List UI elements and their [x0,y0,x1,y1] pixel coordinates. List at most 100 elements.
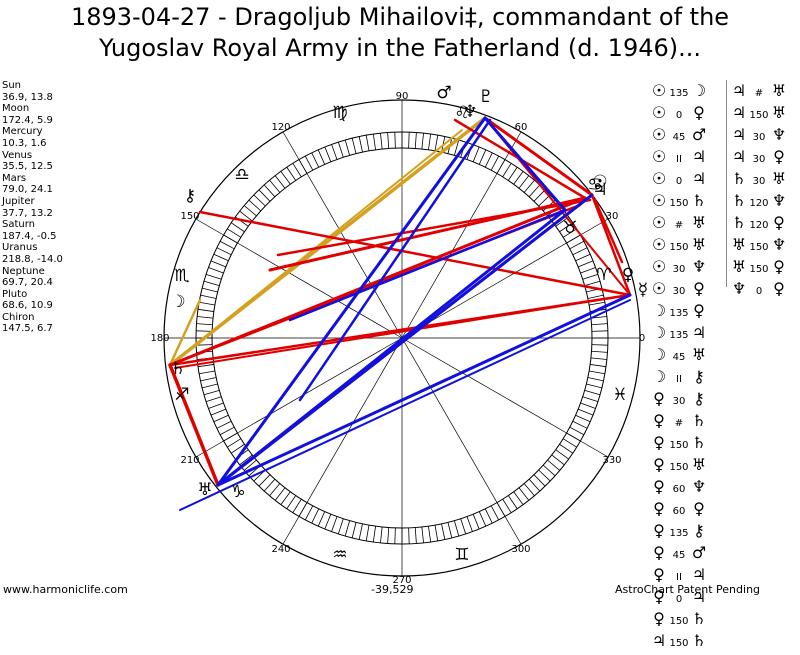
degree-tick [219,240,235,250]
venus-icon: ♀ [653,521,665,540]
neptune-icon: ♆ [771,235,787,254]
zodiac-sign-icon: ♓ [612,385,627,405]
aspect-row: ♄ 120 ♆ [730,190,800,212]
jupiter-icon: ♃ [691,565,707,584]
degree-tick [269,179,281,193]
aspect-angle: 150 [669,440,689,451]
degree-tick [591,350,608,353]
degree-tick [286,166,297,181]
zodiac-sign-icon: ♍ [332,103,347,123]
aspect-angle: 0 [675,176,683,187]
chiron-icon: ⚷ [693,367,705,386]
degree-tick [280,491,291,505]
planet-value-sun: 36.9, 13.8 [2,91,53,103]
sun-icon: ☉ [651,191,667,210]
degree-tick [258,189,271,202]
uranus-icon: ♅ [691,235,707,254]
spoke-line [401,337,609,458]
degree-tick [274,487,286,501]
jupiter-icon: ♃ [731,103,747,122]
planet-value-moon: 172.4, 5.9 [2,114,53,126]
zodiac-sign-icon: ♑ [230,482,245,502]
aspect-angle: 135 [669,308,689,319]
aspect-row: ☉ 150 ♅ [650,234,730,256]
degree-tick [200,294,217,299]
degree-tick [453,139,460,156]
degree-tick [213,414,229,423]
aspect-row: ♀ 150 ♅ [650,454,730,476]
saturn-icon: ♄ [170,359,185,379]
footer-website[interactable]: www.harmoniclife.com [3,583,128,596]
aspect-row: ☉ # ♅ [650,212,730,234]
degree-tick [202,383,218,389]
aspect-angle: 45 [672,352,686,363]
degree-tick [584,280,601,287]
planet-value-pluto: 68.6, 10.9 [2,300,53,312]
neptune-icon: ♆ [462,102,477,122]
degree-tick [304,505,314,521]
degree-tick [344,139,351,156]
planet-name-uranus: Uranus [2,242,38,254]
venus-icon: ♀ [653,587,665,606]
degree-tick [460,518,467,535]
degree-tick [528,478,541,492]
degree-tick [219,426,235,436]
aspect-line [593,198,624,264]
aspect-row: ☉ 0 ♃ [650,168,730,190]
planet-name-saturn: Saturn [2,219,36,231]
aspect-row: ♀ II ♃ [650,564,730,586]
degree-tick [331,516,338,532]
degree-tick [555,449,569,460]
planet-value-chiron: 147.5, 6.7 [2,323,53,335]
degree-tick [589,370,605,375]
uranus-icon: ♅ [197,480,212,500]
degree-tick [441,523,446,540]
venus-icon: ♀ [653,455,665,474]
jupiter-icon: ♃ [691,169,707,188]
degree-tick [559,443,574,454]
aspect-angle: II [676,154,682,165]
aspect-angle: 30 [752,176,766,187]
planet-name-mars: Mars [2,172,27,184]
saturn-icon: ♄ [691,411,707,430]
degree-tick [380,526,383,543]
degree-tick [502,163,512,178]
degree-tick [196,344,213,346]
degree-tick [203,280,220,287]
aspect-line [288,208,567,322]
degree-tick [253,194,266,207]
venus-icon: ♀ [693,103,705,122]
mercury-icon: ☿ [638,280,648,300]
degree-label-300: 300 [511,544,530,555]
degree-tick [230,222,245,233]
planet-value-saturn: 187.4, -0.5 [2,230,57,242]
aspect-angle: 30 [672,396,686,407]
aspect-row: ♃ 30 ♆ [730,124,800,146]
sun-icon: ☉ [651,257,667,276]
aspect-angle: 150 [749,110,769,121]
degree-tick [351,522,357,538]
degree-tick [591,323,608,326]
aspect-angle: # [674,418,684,429]
aspect-angle: II [676,374,682,385]
degree-tick [380,133,383,150]
venus-icon: ♀ [773,213,785,232]
degree-tick [337,141,344,158]
degree-tick [484,152,493,168]
degree-tick [547,459,561,471]
degree-tick [421,133,424,150]
planet-name-pluto: Pluto [2,288,28,300]
aspect-angle: 135 [669,330,689,341]
saturn-icon: ♄ [691,433,707,452]
aspect-angle: 30 [752,154,766,165]
degree-tick [447,522,453,538]
degree-tick [292,163,302,178]
aspect-row: ☉ 135 ☽ [650,80,730,102]
degree-tick [484,508,493,524]
degree-tick [365,135,370,151]
zodiac-sign-icon: ♒ [332,545,347,565]
planet-name-jupiter: Jupiter [2,195,35,207]
degree-tick [274,175,286,189]
venus-icon: ♀ [653,389,665,408]
degree-tick [197,364,214,368]
